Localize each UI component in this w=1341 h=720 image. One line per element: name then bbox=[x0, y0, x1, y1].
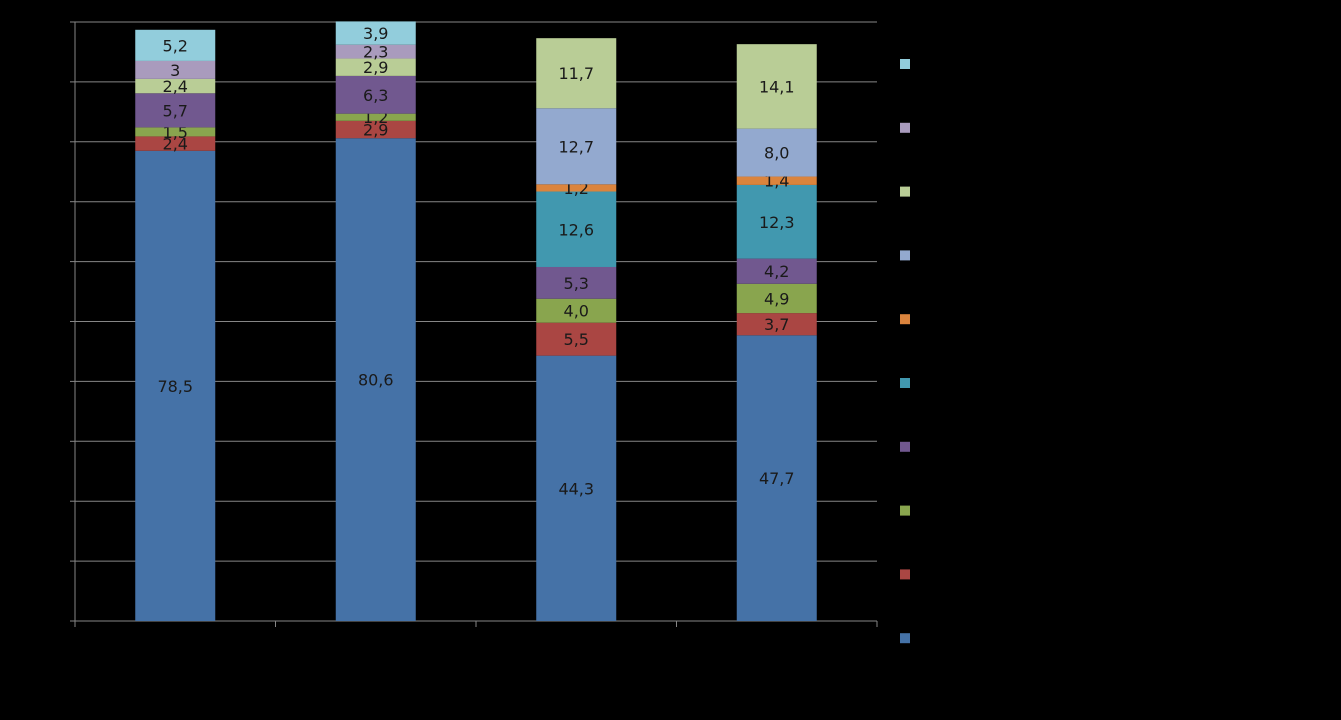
bar-segment bbox=[135, 93, 216, 128]
bar-segment bbox=[135, 136, 216, 151]
data-label: 12,6 bbox=[558, 220, 594, 239]
data-label: 44,3 bbox=[558, 479, 594, 498]
bar-segment bbox=[536, 355, 617, 621]
data-label: 12,3 bbox=[759, 213, 795, 232]
data-label: 3,7 bbox=[764, 315, 789, 334]
data-label: 12,7 bbox=[558, 137, 594, 156]
data-label: 2,4 bbox=[163, 77, 188, 96]
data-label: 6,3 bbox=[363, 86, 388, 105]
data-label: 2,9 bbox=[363, 58, 388, 77]
bar-segment bbox=[536, 322, 617, 356]
legend-marker bbox=[900, 505, 910, 516]
data-label: 4,9 bbox=[764, 289, 789, 308]
data-label: 5,7 bbox=[163, 101, 188, 120]
bar-segment bbox=[536, 266, 617, 299]
bar-segment bbox=[335, 58, 416, 76]
data-label: 11,7 bbox=[558, 64, 594, 83]
bar-segment bbox=[736, 313, 817, 336]
legend-marker bbox=[900, 59, 910, 69]
legend-marker bbox=[900, 122, 910, 133]
data-label: 14,1 bbox=[759, 77, 795, 96]
bar-segment bbox=[736, 258, 817, 284]
legend-marker bbox=[900, 250, 910, 261]
data-label: 3 bbox=[170, 61, 180, 80]
bar-segment bbox=[135, 78, 216, 94]
data-label: 1,5 bbox=[163, 123, 188, 142]
data-label: 4,0 bbox=[564, 302, 589, 321]
data-label: 80,6 bbox=[358, 371, 394, 390]
data-label: 4,2 bbox=[764, 262, 789, 281]
bar-segment bbox=[335, 44, 416, 59]
bar-segment bbox=[736, 128, 817, 177]
data-label: 47,7 bbox=[759, 469, 795, 488]
legend-marker bbox=[900, 569, 910, 580]
bar-segment bbox=[736, 44, 817, 129]
data-label: 8,0 bbox=[764, 144, 789, 163]
bar-segment bbox=[536, 184, 617, 192]
legend-marker bbox=[900, 441, 910, 452]
legend-marker bbox=[900, 633, 910, 644]
bar-segment bbox=[536, 108, 617, 185]
bar-segment bbox=[736, 335, 817, 621]
bar-segment bbox=[536, 191, 617, 267]
legend-marker bbox=[900, 378, 910, 388]
bar-segment bbox=[536, 38, 617, 109]
bar-segment bbox=[335, 113, 416, 121]
data-label: 5,3 bbox=[564, 274, 589, 293]
bar-segment bbox=[335, 138, 416, 621]
bar-segment bbox=[135, 150, 216, 621]
data-label: 3,9 bbox=[363, 24, 388, 43]
bar-segment bbox=[135, 60, 216, 79]
bar-segment bbox=[135, 127, 216, 137]
bar-segment bbox=[736, 283, 817, 314]
data-label: 5,2 bbox=[163, 36, 188, 55]
bar-segment bbox=[335, 21, 416, 45]
bar-segment bbox=[536, 298, 617, 323]
bar-segment bbox=[736, 184, 817, 259]
data-label: 2,3 bbox=[363, 43, 388, 62]
data-label: 2,9 bbox=[363, 121, 388, 140]
data-label: 2,4 bbox=[163, 135, 188, 154]
bar-segment bbox=[736, 176, 817, 185]
bar-segment bbox=[335, 120, 416, 139]
data-label: 5,5 bbox=[564, 330, 589, 349]
data-label: 78,5 bbox=[157, 377, 193, 396]
legend-marker bbox=[900, 314, 910, 325]
bar-segment bbox=[135, 29, 216, 61]
legend-marker bbox=[900, 186, 910, 197]
bar-segment bbox=[335, 75, 416, 114]
